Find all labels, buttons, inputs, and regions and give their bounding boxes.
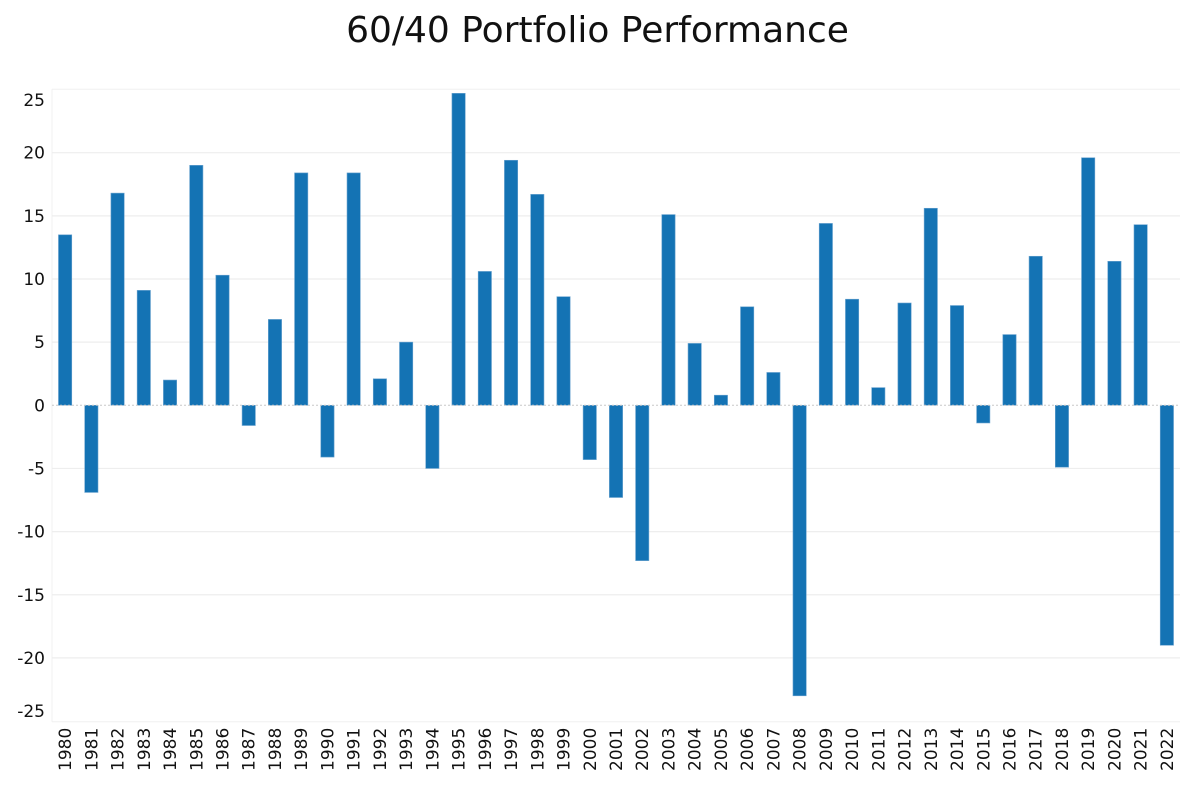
- y-tick-label: -10: [17, 523, 45, 543]
- y-tick-label: 0: [34, 396, 45, 416]
- x-tick-label: 2021: [1132, 728, 1152, 771]
- x-tick-label: 2012: [896, 728, 916, 771]
- x-tick-label: 1997: [502, 728, 522, 771]
- x-tick-label: 2000: [581, 728, 601, 771]
- x-tick-label: 2015: [974, 728, 994, 771]
- y-tick-label: -20: [17, 649, 45, 669]
- bar-1980: [58, 234, 73, 406]
- bar-1983: [136, 290, 151, 406]
- bar-2009: [818, 223, 833, 406]
- x-tick-label: 2019: [1079, 728, 1099, 771]
- bar-2007: [766, 372, 781, 406]
- x-tick-label: 1988: [266, 728, 286, 771]
- bar-2010: [845, 298, 860, 406]
- bar-1988: [268, 319, 282, 406]
- x-tick-label: 2005: [712, 728, 732, 771]
- bar-1984: [163, 379, 177, 406]
- bar-2021: [1133, 224, 1148, 406]
- x-tick-label: 1991: [345, 728, 365, 771]
- x-tick-label: 1992: [371, 728, 391, 771]
- x-tick-label: 1990: [318, 728, 338, 771]
- x-tick-label: 2003: [659, 728, 679, 771]
- bar-1998: [530, 194, 545, 406]
- x-tick-label: 1989: [292, 728, 312, 771]
- bar-2008: [792, 404, 807, 697]
- bar-2016: [1002, 334, 1017, 406]
- bar-1991: [346, 172, 361, 406]
- bar-2002: [635, 404, 650, 561]
- bar-1989: [294, 172, 309, 406]
- x-tick-label: 2004: [686, 728, 706, 771]
- x-tick-label: 2014: [948, 728, 968, 771]
- x-tick-label: 2006: [738, 728, 758, 771]
- bar-1996: [477, 271, 492, 406]
- bar-2022: [1159, 404, 1174, 646]
- x-tick-label: 1981: [82, 728, 102, 771]
- bar-2017: [1028, 255, 1043, 406]
- x-tick-label: 1985: [187, 728, 207, 771]
- bar-2013: [923, 207, 938, 406]
- y-tick-label: -5: [28, 459, 45, 479]
- x-tick-label: 1995: [450, 728, 470, 771]
- x-tick-label: 1987: [240, 728, 260, 771]
- x-tick-label: 2017: [1027, 728, 1047, 771]
- bar-1985: [189, 165, 204, 406]
- x-tick-label: 2002: [633, 728, 653, 771]
- bar-1993: [399, 341, 414, 406]
- y-tick-label: -25: [17, 702, 45, 722]
- x-tick-label: 2009: [817, 728, 837, 771]
- bar-2000: [582, 404, 597, 460]
- y-tick-label: 25: [23, 91, 45, 111]
- bar-1997: [504, 159, 519, 406]
- x-tick-label: 2013: [922, 728, 942, 771]
- bar-1986: [215, 274, 230, 406]
- x-tick-label: 1993: [397, 728, 417, 771]
- x-tick-label: 2001: [607, 728, 627, 771]
- bar-1987: [241, 404, 256, 426]
- x-tick-label: 2020: [1105, 728, 1125, 771]
- x-tick-label: 1986: [214, 728, 234, 771]
- x-tick-label: 2011: [869, 728, 889, 771]
- chart-title: 60/40 Portfolio Performance: [346, 10, 849, 51]
- bar-2012: [897, 302, 912, 406]
- x-tick-label: 2018: [1053, 728, 1073, 771]
- bar-2019: [1081, 157, 1096, 406]
- bar-2003: [661, 214, 676, 406]
- bar-1981: [84, 404, 99, 493]
- bar-2018: [1055, 404, 1069, 468]
- y-tick-label: 20: [23, 144, 45, 164]
- bar-2020: [1107, 261, 1122, 406]
- bar-2001: [609, 404, 623, 498]
- bar-2011: [871, 387, 886, 406]
- x-tick-label: 2007: [764, 728, 784, 771]
- x-tick-label: 1998: [528, 728, 548, 771]
- x-tick-label: 1983: [135, 728, 155, 771]
- bar-2005: [713, 394, 728, 406]
- bar-2015: [976, 404, 991, 424]
- x-tick-label: 1994: [423, 728, 443, 771]
- bar-1994: [425, 404, 440, 469]
- x-tick-label: 1984: [161, 728, 181, 771]
- x-tick-label: 2010: [843, 728, 863, 771]
- bar-1995: [451, 93, 466, 406]
- x-tick-label: 2008: [791, 728, 811, 771]
- bar-2014: [950, 305, 964, 406]
- bar-1992: [372, 378, 387, 406]
- x-tick-label: 1982: [109, 728, 129, 771]
- x-tick-label: 2016: [1000, 728, 1020, 771]
- bar-1990: [320, 404, 335, 458]
- bar-2006: [740, 306, 755, 406]
- x-tick-label: 2022: [1158, 728, 1178, 771]
- y-tick-label: -15: [17, 586, 45, 606]
- x-tick-label: 1996: [476, 728, 496, 771]
- y-tick-label: 15: [23, 207, 45, 227]
- y-tick-label: 5: [34, 333, 45, 353]
- x-tick-label: 1999: [555, 728, 575, 771]
- bar-1999: [556, 296, 571, 406]
- y-tick-label: 10: [23, 270, 45, 290]
- bar-1982: [110, 192, 125, 406]
- x-tick-label: 1980: [56, 728, 76, 771]
- bar-2004: [687, 343, 702, 406]
